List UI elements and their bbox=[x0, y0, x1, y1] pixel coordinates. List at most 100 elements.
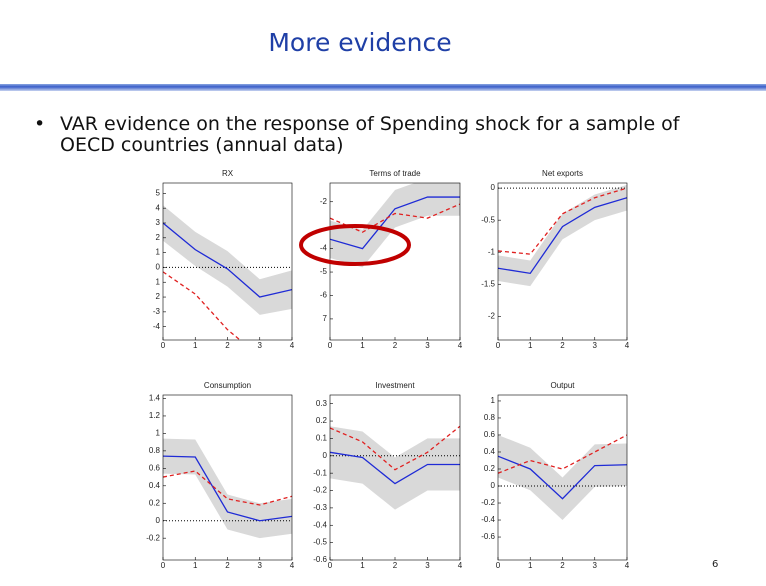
y-tick-label: -0.5 bbox=[313, 538, 327, 547]
x-tick-label: 0 bbox=[328, 341, 333, 350]
x-tick-label: 4 bbox=[625, 561, 630, 570]
y-tick-label: -1.5 bbox=[481, 279, 495, 288]
slide-title: More evidence bbox=[268, 28, 452, 57]
y-tick-label: -0.5 bbox=[481, 215, 495, 224]
series-line bbox=[330, 451, 460, 485]
plot bbox=[163, 205, 292, 340]
x-tick-label: 4 bbox=[458, 561, 463, 570]
y-tick-label: 1.2 bbox=[149, 411, 161, 420]
bullet-dot: • bbox=[34, 113, 46, 135]
y-tick-label: 0 bbox=[156, 516, 161, 525]
y-tick-label: 0 bbox=[323, 451, 328, 460]
x-tick-label: 1 bbox=[360, 341, 365, 350]
panel-title: Consumption bbox=[204, 381, 251, 390]
series-line bbox=[163, 470, 292, 506]
y-tick-label: -6 bbox=[320, 291, 328, 300]
x-tick-label: 0 bbox=[161, 341, 166, 350]
confidence-band bbox=[330, 426, 460, 510]
series-line bbox=[163, 455, 292, 522]
y-tick-label: 2 bbox=[156, 233, 161, 242]
y-tick-label: 0.4 bbox=[149, 481, 161, 490]
y-tick-label: -2 bbox=[320, 197, 328, 206]
title-rule bbox=[0, 84, 766, 91]
y-tick-label: 2 bbox=[156, 292, 161, 301]
y-tick-label: -0.2 bbox=[146, 533, 160, 542]
page-number: 6 bbox=[712, 559, 719, 570]
x-tick-label: 1 bbox=[193, 561, 198, 570]
y-tick-label: 5 bbox=[156, 188, 161, 197]
y-tick-label: -4 bbox=[153, 322, 161, 331]
panel-title: Investment bbox=[375, 381, 415, 390]
x-tick-label: 1 bbox=[528, 561, 533, 570]
y-tick-label: 0 bbox=[491, 481, 496, 490]
x-tick-label: 0 bbox=[328, 561, 333, 570]
y-tick-label: -0.1 bbox=[313, 468, 327, 477]
x-tick-label: 4 bbox=[290, 561, 295, 570]
y-tick-label: -0.3 bbox=[313, 503, 327, 512]
x-tick-label: 2 bbox=[393, 561, 398, 570]
highlight-circle bbox=[299, 224, 411, 266]
x-tick-label: 2 bbox=[560, 341, 565, 350]
y-tick-label: 0.2 bbox=[484, 464, 496, 473]
x-tick-label: 1 bbox=[360, 561, 365, 570]
y-tick-label: 0.2 bbox=[316, 416, 328, 425]
x-tick-label: 4 bbox=[290, 341, 295, 350]
confidence-band bbox=[330, 183, 460, 268]
y-tick-label: -3 bbox=[153, 307, 161, 316]
y-tick-label: 0 bbox=[491, 183, 496, 192]
y-tick-label: 0.2 bbox=[149, 498, 161, 507]
y-tick-label: 1 bbox=[156, 277, 161, 286]
x-tick-label: 0 bbox=[496, 561, 501, 570]
y-tick-label: -0.2 bbox=[481, 498, 495, 507]
x-tick-label: 3 bbox=[258, 561, 263, 570]
x-tick-label: 2 bbox=[225, 561, 230, 570]
plot bbox=[330, 183, 460, 268]
series-line bbox=[498, 187, 627, 255]
y-tick-label: 0.4 bbox=[484, 447, 496, 456]
x-tick-label: 0 bbox=[161, 561, 166, 570]
y-tick-label: 7 bbox=[323, 314, 328, 323]
y-tick-label: -2 bbox=[488, 311, 496, 320]
panel: Consumption 1.4 1.2 1 0.8 0.6 0.4 0.2 0 -0.2 0 1 2 3 4 bbox=[146, 381, 295, 570]
panel: Output 1 0.8 0.6 0.4 0.2 0 -0.2 -0.4 -0.6 0 1 2 3 4 bbox=[481, 381, 630, 570]
y-tick-label: 0.8 bbox=[149, 446, 161, 455]
series-line bbox=[163, 271, 242, 340]
y-tick-label: 1.4 bbox=[149, 394, 161, 403]
x-tick-label: 3 bbox=[593, 341, 598, 350]
panel: Net exports 0 -0.5 -1 -1.5 -2 0 1 2 3 4 bbox=[481, 169, 630, 350]
panel: RX 5 4 3 2 1 0 1 2 -3 -4 0 1 2 3 4 bbox=[153, 169, 295, 350]
y-tick-label: -0.6 bbox=[481, 532, 495, 541]
y-tick-label: 0.6 bbox=[149, 463, 161, 472]
x-tick-label: 2 bbox=[560, 561, 565, 570]
y-tick-label: 0.6 bbox=[484, 430, 496, 439]
panel-title: Terms of trade bbox=[369, 169, 421, 178]
y-tick-label: 0.1 bbox=[316, 434, 328, 443]
y-tick-label: -4 bbox=[320, 244, 328, 253]
confidence-band bbox=[498, 184, 627, 287]
plot bbox=[498, 184, 627, 287]
x-tick-label: 4 bbox=[625, 341, 630, 350]
y-tick-label: 3 bbox=[156, 218, 161, 227]
x-tick-label: 4 bbox=[458, 341, 463, 350]
series-line bbox=[498, 197, 627, 275]
y-tick-label: 0 bbox=[156, 263, 161, 272]
x-tick-label: 3 bbox=[425, 341, 430, 350]
y-tick-label: -0.6 bbox=[313, 555, 327, 564]
confidence-band bbox=[163, 205, 292, 315]
y-tick-label: 4 bbox=[156, 203, 161, 212]
y-tick-label: 1 bbox=[156, 429, 161, 438]
y-tick-label: 1 bbox=[156, 248, 161, 257]
panel: Investment 0.3 0.2 0.1 0 -0.1 -0.2 -0.3 -0.4 -0.5… bbox=[313, 381, 463, 570]
panel-title: Output bbox=[550, 381, 575, 390]
panel-title: Net exports bbox=[542, 169, 583, 178]
series-line bbox=[330, 196, 460, 250]
y-tick-label: 0.8 bbox=[484, 413, 496, 422]
x-tick-label: 2 bbox=[225, 341, 230, 350]
y-tick-label: -0.2 bbox=[313, 486, 327, 495]
panel-title: RX bbox=[222, 169, 234, 178]
plot bbox=[498, 434, 627, 521]
y-tick-label: -1 bbox=[488, 247, 496, 256]
x-tick-label: 3 bbox=[593, 561, 598, 570]
